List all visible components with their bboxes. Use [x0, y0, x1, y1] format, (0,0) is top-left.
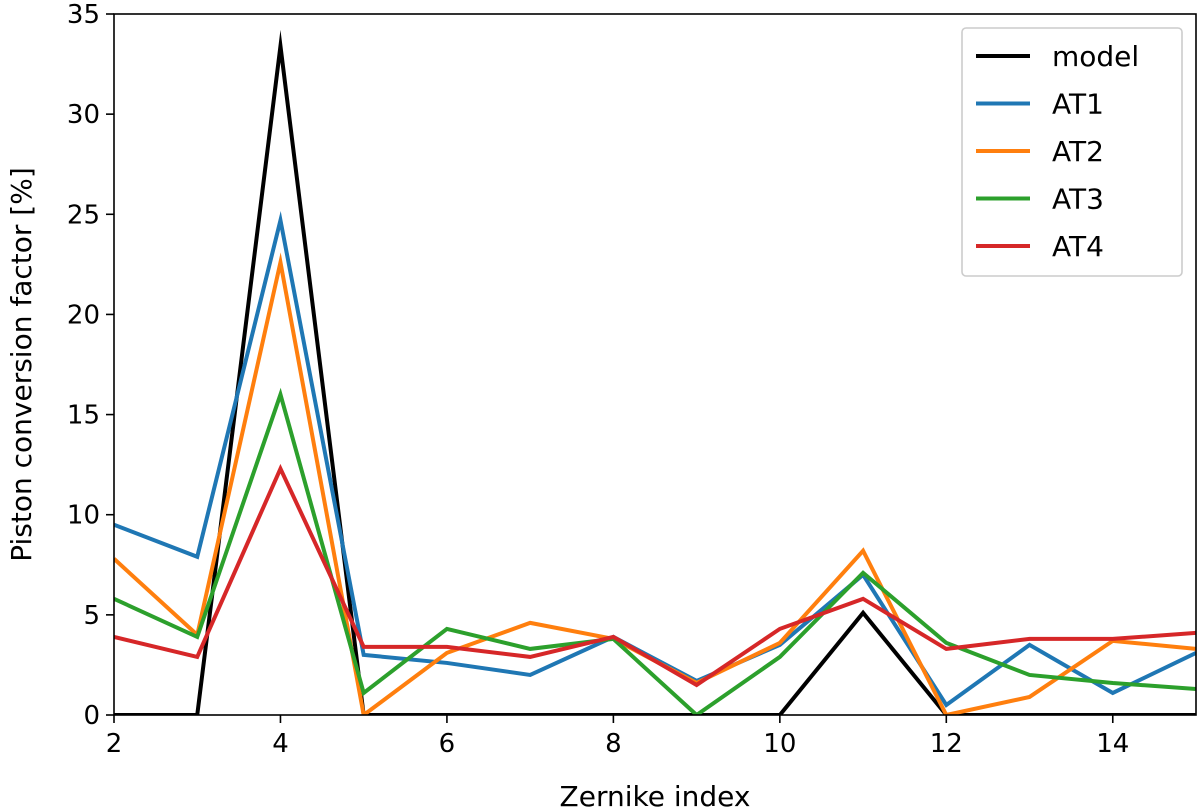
- legend-label-at4: AT4: [1052, 230, 1104, 263]
- x-tick-label: 12: [930, 729, 963, 759]
- series-line-at1: [114, 210, 1196, 708]
- y-tick-label: 5: [83, 601, 100, 631]
- series-line-model: [114, 29, 1196, 715]
- y-tick-label: 35: [67, 0, 100, 30]
- y-tick-label: 30: [67, 100, 100, 130]
- series-line-at3: [114, 387, 1196, 715]
- series-lines: [114, 29, 1196, 715]
- y-tick-label: 25: [67, 200, 100, 230]
- legend: model AT1 AT2 AT3 AT4: [961, 27, 1183, 277]
- tick-labels: 2 4 6 8 10 12 14 0 5 10 15 20 25 30 35: [67, 0, 1129, 759]
- x-axis-label: Zernike index: [560, 780, 751, 811]
- x-tick-label: 10: [763, 729, 796, 759]
- y-tick-label: 15: [67, 401, 100, 431]
- legend-label-model: model: [1052, 40, 1139, 73]
- x-tick-label: 8: [605, 729, 622, 759]
- y-tick-label: 10: [67, 501, 100, 531]
- x-tick-label: 6: [439, 729, 456, 759]
- x-tick-label: 4: [272, 729, 289, 759]
- y-axis-label: Piston conversion factor [%]: [5, 167, 38, 562]
- y-tick-label: 20: [67, 300, 100, 330]
- tick-marks: [106, 13, 1114, 723]
- legend-label-at1: AT1: [1052, 88, 1104, 121]
- plot-frame: [113, 13, 1197, 716]
- series-line-at4: [114, 463, 1196, 688]
- legend-label-at3: AT3: [1052, 183, 1104, 216]
- y-tick-label: 0: [83, 701, 100, 731]
- x-tick-label: 2: [106, 729, 123, 759]
- legend-label-at2: AT2: [1052, 135, 1104, 168]
- legend-box: [961, 27, 1183, 277]
- x-tick-label: 14: [1096, 729, 1129, 759]
